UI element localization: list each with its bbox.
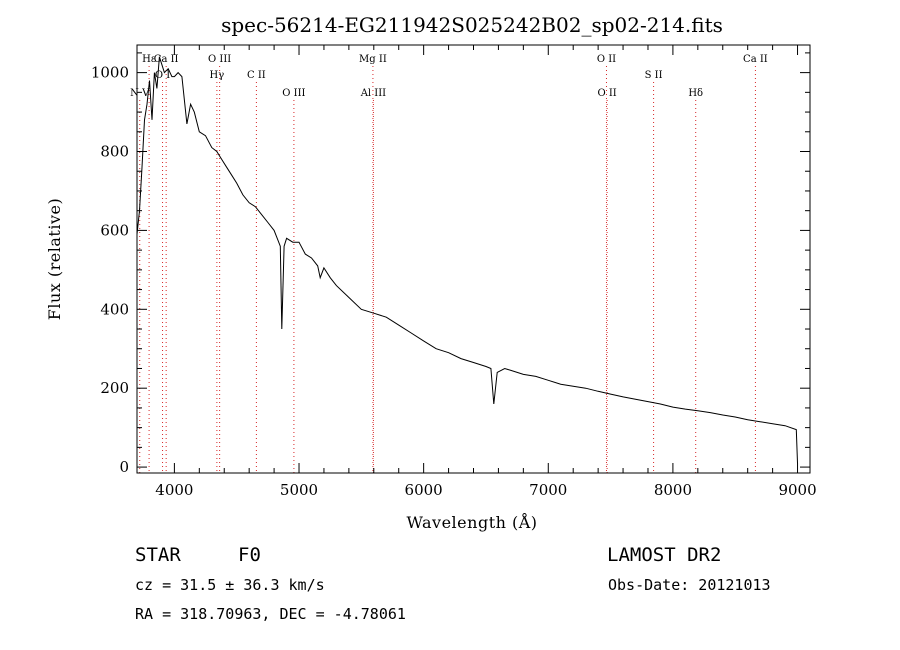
- spectral-subclass: F0: [238, 544, 261, 566]
- survey-release: LAMOST DR2: [607, 544, 721, 566]
- spectral-line-label: Ca II: [743, 54, 768, 65]
- spectral-line-label: C II: [247, 70, 266, 81]
- y-tick-label: 1000: [91, 64, 129, 82]
- x-tick-label: 9000: [778, 481, 816, 499]
- spectral-line-label: O III: [282, 88, 305, 99]
- plot-frame: [136, 44, 811, 474]
- y-tick-label: 800: [100, 143, 129, 161]
- redshift-text: cz = 31.5 ± 36.3 km/s: [135, 576, 325, 594]
- spectral-line-label: Hγ: [210, 70, 225, 81]
- x-tick-label: 7000: [529, 481, 567, 499]
- y-axis-label: Flux (relative): [45, 198, 64, 320]
- y-tick-label: 0: [119, 458, 129, 476]
- chart-title: spec-56214-EG211942S025242B02_sp02-214.f…: [221, 13, 723, 37]
- x-tick-label: 4000: [155, 481, 193, 499]
- spectral-line-label: O II: [597, 88, 616, 99]
- spectral-line-markers: Ca II O III Mg II O II Ca II O I Hγ C II S II N V…: [130, 54, 768, 473]
- x-tick-label: 8000: [654, 481, 692, 499]
- spectral-line-label: O II: [597, 54, 616, 65]
- y-tick-label: 200: [100, 379, 129, 397]
- spectrum-line: [136, 56, 798, 464]
- y-tick-label: 600: [100, 221, 129, 239]
- spectral-line-label: Mg II: [359, 54, 387, 65]
- spectral-line-label: Al III: [360, 88, 386, 99]
- spectral-line-label: Hδ: [688, 88, 703, 99]
- spectral-line-label: O III: [208, 54, 231, 65]
- x-tick-label: 5000: [280, 481, 318, 499]
- x-tick-label: 6000: [405, 481, 443, 499]
- y-tick-label: 400: [100, 300, 129, 318]
- spectrum-series: [136, 56, 798, 464]
- x-axis-label: Wavelength (Å): [406, 512, 537, 532]
- spectral-line-label: S II: [645, 70, 663, 81]
- spectral-line-label: N V: [130, 88, 150, 99]
- obs-date-text: Obs-Date: 20121013: [608, 576, 771, 594]
- spectral-line-label: Ca II: [154, 54, 179, 65]
- spectral-line-label: O I: [155, 70, 170, 81]
- spectral-line-label: Hε: [142, 54, 156, 65]
- axis-ticks: 4000 5000 6000 7000 8000 9000 0 200 400 600 800 100…: [91, 45, 817, 499]
- coordinates-text: RA = 318.70963, DEC = -4.78061: [135, 605, 406, 623]
- object-type: STAR: [135, 544, 181, 566]
